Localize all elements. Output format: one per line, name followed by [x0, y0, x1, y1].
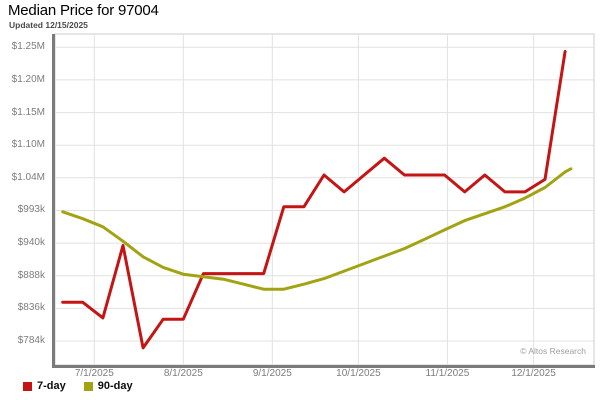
chart-subtitle: Updated 12/15/2025 — [9, 20, 88, 30]
chart-title: Median Price for 97004 — [8, 2, 159, 19]
legend-swatch-icon — [23, 381, 32, 391]
legend-swatch-icon — [83, 381, 93, 391]
legend-label: 7-day — [37, 380, 66, 392]
y-axis-label: $836k — [17, 302, 45, 314]
y-axis-label: $1.10M — [11, 139, 45, 151]
y-axis-label: $1.25M — [11, 41, 45, 53]
x-axis-label: 7/1/2025 — [74, 368, 114, 379]
y-axis-label: $993k — [17, 204, 45, 216]
legend: 7-day 90-day — [23, 379, 133, 393]
series-line-7-day — [61, 50, 567, 350]
legend-item-7-day: 7-day — [23, 380, 66, 392]
x-axis-label: 8/1/2025 — [163, 368, 203, 379]
y-axis-label: $940k — [17, 237, 45, 249]
y-axis-label: $1.20M — [11, 73, 45, 85]
legend-item-90-day: 90-day — [83, 380, 133, 392]
y-axis-label: $784k — [17, 335, 45, 346]
x-axis-label: 12/1/2025 — [511, 368, 556, 379]
y-axis-label: $888k — [17, 269, 45, 281]
y-axis-label: $1.04M — [11, 171, 45, 183]
legend-label: 90-day — [97, 380, 133, 392]
watermark: © Altos Research — [520, 346, 586, 356]
x-axis-label: 9/1/2025 — [252, 368, 292, 379]
y-axis-label: $1.15M — [11, 106, 45, 118]
x-axis-label: 10/1/2025 — [336, 368, 381, 379]
series-line-90-day — [61, 167, 573, 291]
x-axis-label: 11/1/2025 — [425, 368, 470, 379]
